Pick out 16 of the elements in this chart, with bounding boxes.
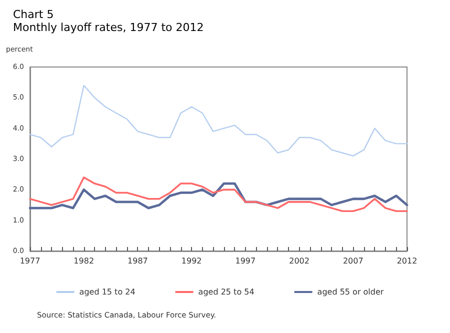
legend-label: aged 55 or older [317,288,384,296]
chart-title: Chart 5 [13,8,54,21]
x-tick-label: 2007 [342,256,364,266]
legend-label: aged 25 to 54 [198,288,254,296]
legend-label: aged 15 to 24 [79,288,136,296]
x-tick-label: 2002 [289,256,310,266]
line-series [28,182,408,210]
line-series [29,84,408,157]
x-tick-label: 1997 [235,256,256,266]
x-tick-label: 1992 [181,256,202,266]
x-tick-label: 1982 [74,256,94,266]
line-series [29,176,408,212]
x-tick-label: 2012 [396,256,418,266]
chart-subtitle: Monthly layoff rates, 1977 to 2012 [13,21,204,34]
x-tick-label: 1977 [20,256,40,266]
x-tick-label: 1987 [128,256,148,266]
